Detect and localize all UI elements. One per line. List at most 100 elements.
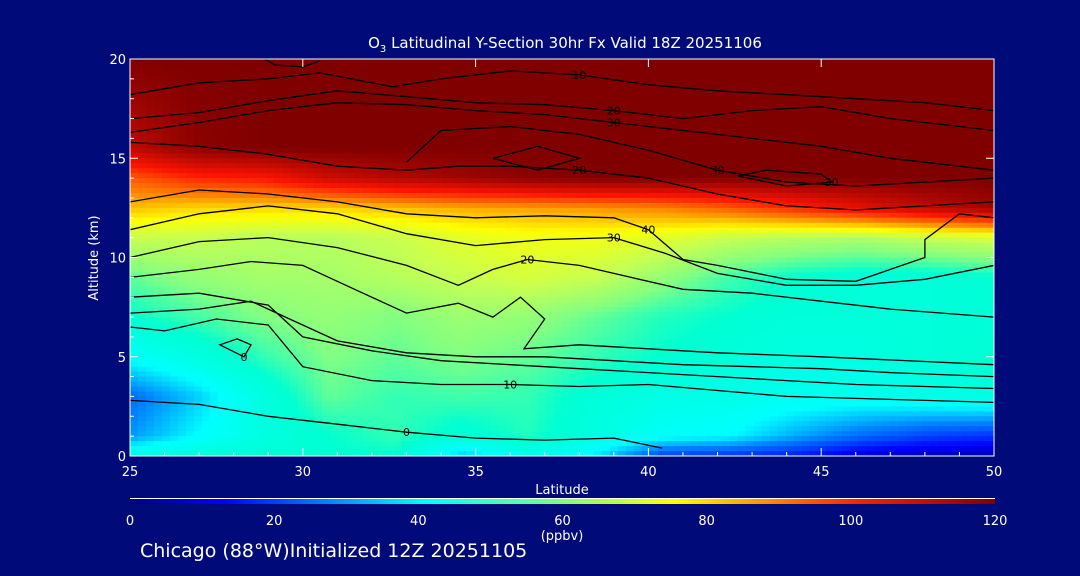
field-cell [410, 173, 419, 179]
field-cell [250, 232, 259, 239]
field-cell [970, 207, 979, 214]
field-cell [258, 217, 267, 224]
field-cell [306, 118, 315, 125]
field-cell [874, 163, 883, 169]
field-cell [938, 158, 947, 164]
field-cell [914, 98, 923, 105]
field-cell [298, 78, 307, 85]
field-cell [370, 163, 379, 169]
field-cell [898, 197, 907, 204]
field-cell [930, 282, 939, 288]
field-cell [234, 262, 243, 269]
field-cell [458, 227, 467, 234]
field-cell [834, 68, 843, 75]
field-cell [410, 237, 419, 244]
field-cell [426, 202, 435, 209]
field-cell [346, 148, 355, 154]
field-cell [146, 237, 155, 244]
field-cell [706, 252, 715, 259]
field-cell [762, 197, 771, 204]
field-cell [594, 222, 603, 229]
field-cell [866, 178, 875, 184]
field-cell [378, 178, 387, 184]
field-cell [882, 59, 891, 65]
field-cell [474, 88, 483, 95]
field-cell [938, 108, 947, 115]
field-cell [938, 212, 947, 219]
field-cell [386, 237, 395, 244]
field-cell [250, 212, 259, 219]
field-cell [970, 183, 979, 189]
field-cell [186, 93, 195, 100]
field-cell [530, 282, 539, 288]
field-cell [490, 188, 499, 194]
field-cell [978, 282, 987, 288]
field-cell [610, 207, 619, 214]
field-cell [282, 188, 291, 194]
field-cell [938, 163, 947, 169]
field-cell [882, 277, 891, 283]
field-cell [594, 148, 603, 154]
field-cell [394, 262, 403, 269]
field-cell [282, 108, 291, 115]
field-cell [562, 98, 571, 105]
field-cell [746, 123, 755, 130]
field-cell [794, 103, 803, 110]
field-cell [474, 222, 483, 229]
field-cell [578, 192, 587, 199]
field-cell [594, 143, 603, 149]
field-cell [626, 212, 635, 219]
field-cell [666, 267, 675, 273]
field-cell [578, 257, 587, 264]
field-cell [530, 133, 539, 139]
field-cell [746, 118, 755, 125]
field-cell [930, 207, 939, 214]
field-cell [330, 252, 339, 259]
field-cell [386, 267, 395, 273]
field-cell [586, 153, 595, 159]
field-cell [858, 63, 867, 70]
field-cell [634, 267, 643, 273]
field-cell [234, 83, 243, 90]
field-cell [570, 153, 579, 159]
field-cell [474, 83, 483, 90]
field-cell [418, 257, 427, 264]
field-cell [962, 93, 971, 100]
field-cell [610, 148, 619, 154]
field-cell [434, 83, 443, 90]
field-cell [906, 63, 915, 70]
field-cell [338, 207, 347, 214]
field-cell [450, 267, 459, 273]
field-cell [298, 173, 307, 179]
field-cell [698, 212, 707, 219]
field-cell [402, 73, 411, 80]
field-cell [538, 168, 547, 174]
field-cell [610, 282, 619, 288]
field-cell [234, 227, 243, 234]
field-cell [138, 188, 147, 194]
field-cell [426, 98, 435, 105]
field-cell [762, 143, 771, 149]
field-cell [946, 188, 955, 194]
field-cell [946, 93, 955, 100]
field-cell [434, 108, 443, 115]
field-cell [594, 277, 603, 283]
field-cell [850, 262, 859, 269]
field-cell [306, 237, 315, 244]
field-cell [514, 217, 523, 224]
field-cell [706, 217, 715, 224]
field-cell [570, 108, 579, 115]
field-cell [498, 113, 507, 120]
field-cell [642, 153, 651, 159]
field-cell [562, 217, 571, 224]
field-cell [762, 188, 771, 194]
field-cell [322, 59, 331, 65]
field-cell [674, 168, 683, 174]
field-cell [810, 163, 819, 169]
field-cell [250, 168, 259, 174]
field-cell [594, 158, 603, 164]
field-cell [882, 272, 891, 278]
field-cell [658, 78, 667, 85]
field-cell [930, 212, 939, 219]
field-cell [834, 133, 843, 139]
